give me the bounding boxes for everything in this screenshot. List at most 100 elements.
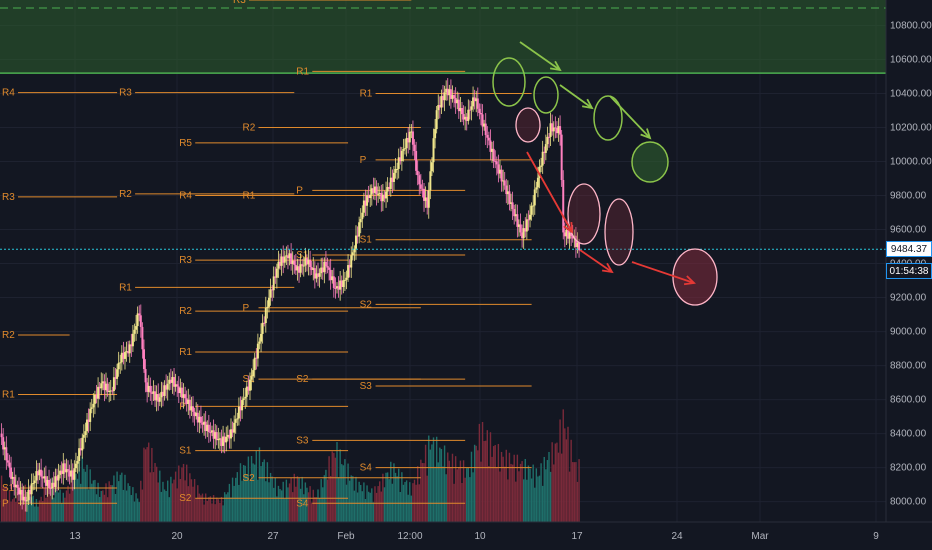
candle-body — [383, 194, 386, 199]
volume-bar — [4, 487, 6, 522]
candle-body — [196, 412, 199, 423]
volume-bar — [114, 494, 117, 522]
volume-bar — [10, 501, 12, 522]
candle-body — [92, 403, 95, 408]
volume-bar — [238, 484, 240, 522]
candle-body — [483, 123, 486, 127]
candle-body — [73, 468, 76, 480]
candle-body — [152, 391, 155, 394]
pivot-label: P — [296, 185, 303, 196]
volume-bar — [439, 447, 441, 522]
volume-bar — [398, 468, 400, 522]
candle-body — [127, 351, 130, 354]
volume-bar — [170, 476, 172, 522]
volume-bar — [274, 478, 276, 522]
candle-body — [555, 127, 558, 134]
candle-body — [217, 438, 220, 441]
candle-body — [568, 232, 571, 239]
volume-bar — [304, 482, 307, 522]
volume-bar — [100, 490, 102, 522]
pivot-label: R2 — [119, 189, 132, 200]
candle-body — [497, 164, 500, 174]
candle-body — [179, 387, 182, 394]
volume-bar — [61, 503, 63, 522]
candle-body — [62, 463, 65, 474]
candle-body — [494, 161, 497, 163]
candle-body — [557, 126, 560, 134]
candle-body — [457, 99, 460, 112]
volume-bar — [454, 456, 457, 522]
volume-bar — [448, 460, 451, 522]
candle-body — [291, 260, 294, 264]
candle-body — [242, 398, 245, 401]
candle-body — [203, 421, 206, 425]
volume-bar — [37, 506, 39, 522]
pivot-label: S2 — [296, 374, 309, 385]
candle-body — [502, 180, 505, 182]
candle-body — [421, 188, 424, 190]
candle-body — [339, 280, 342, 290]
candle-body — [576, 242, 579, 248]
volume-bar — [236, 472, 239, 522]
candle-body — [571, 236, 574, 239]
candle-body — [70, 470, 73, 477]
price-tick-label: 8800.00 — [890, 361, 927, 372]
candle-body — [32, 483, 35, 485]
time-tick-label: 12:00 — [397, 531, 422, 542]
candle-body — [378, 193, 381, 195]
volume-bar — [154, 463, 156, 522]
volume-bar — [122, 489, 125, 522]
candle-body — [65, 469, 68, 473]
candle-body — [317, 273, 320, 277]
candle-body — [157, 394, 160, 402]
candle-body — [475, 98, 478, 102]
price-tick-label: 9800.00 — [890, 191, 927, 202]
candle-body — [347, 265, 350, 278]
candle-body — [459, 108, 462, 112]
volume-bar — [8, 490, 11, 522]
candle-body — [465, 116, 468, 121]
candle-body — [541, 151, 544, 166]
candle-body — [389, 177, 392, 189]
volume-bar — [502, 456, 504, 522]
candle-body — [443, 92, 446, 101]
volume-bar — [315, 497, 318, 522]
annotation-red-arrow — [631, 261, 695, 284]
volume-bar — [379, 481, 381, 522]
candle-body — [100, 383, 103, 389]
candle-body — [204, 421, 207, 432]
pivot-label: R1 — [2, 389, 15, 400]
price-tick-label: 10200.00 — [890, 123, 932, 134]
candle-body — [540, 165, 543, 167]
volume-bar — [462, 460, 465, 522]
volume-bar — [223, 492, 226, 522]
candle-body — [476, 98, 479, 109]
candle-body — [264, 307, 267, 324]
candle-body — [566, 229, 569, 239]
candle-body — [513, 208, 516, 217]
volume-bar — [404, 481, 406, 522]
candle-body — [464, 116, 467, 120]
volume-bar — [51, 478, 53, 522]
volume-bar — [491, 456, 493, 522]
candle-body — [163, 385, 166, 396]
pivot-label: S3 — [296, 435, 309, 446]
candle-body — [298, 266, 301, 273]
volume-bar — [353, 490, 356, 522]
volume-bar — [521, 461, 523, 522]
volume-bar — [171, 483, 174, 522]
candle-body — [215, 432, 218, 441]
pivot-label: S1 — [296, 250, 309, 261]
volume-bar — [440, 449, 443, 522]
candle-body — [261, 322, 264, 334]
candle-body — [119, 362, 122, 364]
candle-body — [434, 129, 437, 139]
volume-bar — [195, 498, 197, 522]
candle-body — [2, 437, 5, 450]
candle-body — [324, 261, 327, 267]
volume-bar — [105, 483, 107, 522]
candle-body — [182, 394, 185, 398]
volume-bar — [386, 472, 389, 522]
candle-body — [220, 438, 223, 446]
